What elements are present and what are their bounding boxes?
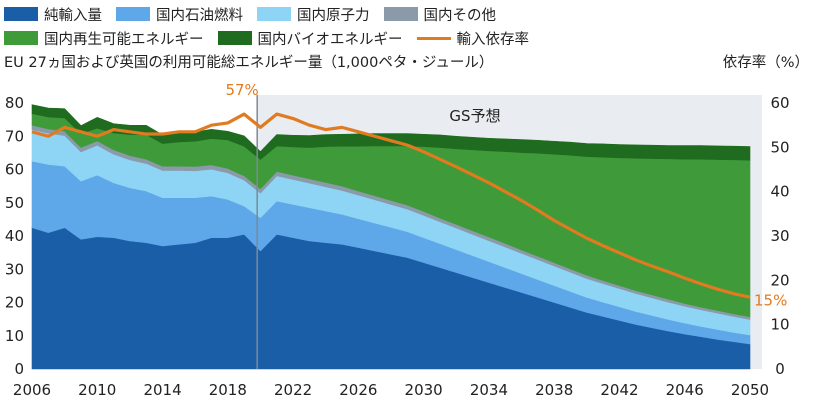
x-tick-label: 2050	[731, 381, 769, 399]
x-tick-label: 2006	[13, 381, 51, 399]
x-tick-label: 2034	[470, 381, 508, 399]
legend-swatch	[4, 7, 38, 21]
y2-tick-label: 0	[775, 360, 785, 378]
x-tick-label: 2038	[535, 381, 573, 399]
legend-swatch	[116, 7, 150, 21]
forecast-label: GS予想	[449, 107, 500, 125]
x-tick-label: 2046	[666, 381, 704, 399]
legend-line-swatch	[416, 36, 451, 40]
annotation-end: 15%	[754, 291, 787, 309]
y-tick-label: 60	[5, 161, 24, 179]
legend-item-domestic-nuclear: 国内原子力	[257, 4, 370, 25]
annotation-peak: 57%	[225, 81, 258, 99]
y-tick-label: 70	[5, 127, 24, 145]
y2-tick-label: 50	[770, 138, 789, 156]
legend-item-domestic-oil: 国内石油燃料	[116, 4, 243, 25]
x-tick-label: 2022	[274, 381, 312, 399]
y-tick-label: 50	[5, 194, 24, 212]
legend-label: 国内バイオエネルギー	[257, 31, 403, 48]
legend-row-1: 純輸入量 国内石油燃料 国内原子力 国内その他	[4, 2, 814, 26]
legend-label: 国内その他	[423, 7, 497, 24]
y2-axis-title: 依存率（%）	[722, 55, 809, 71]
legend-item-domestic-bio: 国内バイオエネルギー	[217, 28, 403, 49]
dependency-line	[31, 112, 751, 299]
y2-tick-label: 20	[770, 271, 789, 289]
x-tick-label: 2014	[143, 381, 181, 399]
x-tick-label: 2018	[209, 381, 247, 399]
chart-subtitle: EU 27ヵ国および英国の利用可能総エネルギー量（1,000ペタ・ジュール）	[4, 55, 494, 71]
legend-swatch	[4, 31, 38, 45]
y2-tick-label: 60	[770, 94, 789, 112]
legend-label: 国内石油燃料	[156, 7, 243, 24]
legend-row-2: 国内再生可能エネルギー 国内バイオエネルギー 輸入依存率	[4, 26, 814, 50]
y-tick-label: 30	[5, 260, 24, 278]
area-series-5	[31, 104, 751, 161]
legend-label: 国内原子力	[297, 7, 370, 24]
legend-swatch	[383, 7, 418, 21]
legend-item-domestic-other: 国内その他	[383, 4, 497, 25]
legend-label: 国内再生可能エネルギー	[44, 31, 204, 48]
legend: 純輸入量 国内石油燃料 国内原子力 国内その他 国内再生可能エネルギー 国内バイ…	[4, 2, 814, 50]
legend-label: 輸入依存率	[456, 31, 530, 48]
x-tick-label: 2042	[600, 381, 638, 399]
legend-item-dependency: 輸入依存率	[416, 28, 530, 49]
y-tick-label: 80	[5, 94, 24, 112]
y2-tick-label: 10	[770, 316, 789, 334]
legend-label: 純輸入量	[44, 7, 102, 24]
y2-tick-label: 30	[770, 227, 789, 245]
x-tick-label: 2026	[339, 381, 377, 399]
x-tick-label: 2010	[78, 381, 116, 399]
y-tick-label: 40	[5, 227, 24, 245]
legend-swatch	[257, 7, 291, 21]
y2-tick-label: 40	[770, 183, 789, 201]
x-tick-label: 2030	[405, 381, 443, 399]
y-tick-label: 10	[5, 327, 24, 345]
y-tick-label: 20	[5, 294, 24, 312]
y-tick-label: 0	[14, 360, 24, 378]
legend-item-net-imports: 純輸入量	[4, 4, 102, 25]
legend-item-domestic-renewables: 国内再生可能エネルギー	[4, 28, 204, 49]
legend-swatch	[217, 31, 252, 45]
